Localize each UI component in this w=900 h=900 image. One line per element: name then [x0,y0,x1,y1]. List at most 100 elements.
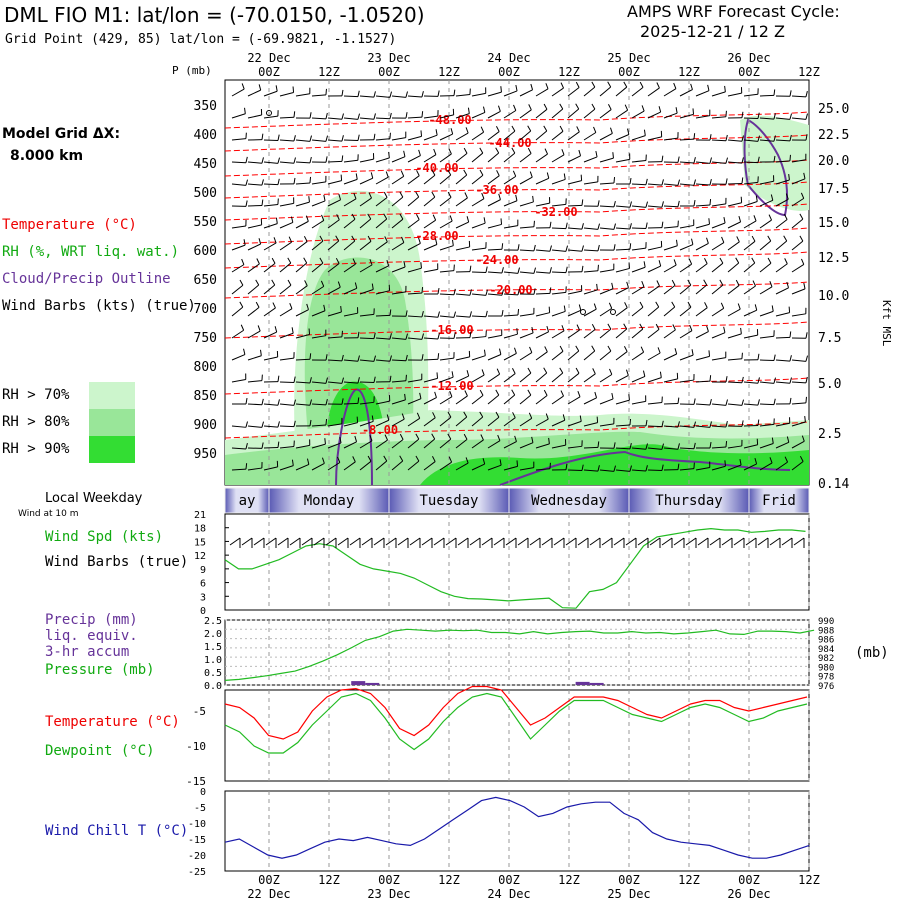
wind-barb [519,147,532,163]
wind-barb [375,284,391,295]
wind-barb [279,327,294,339]
wind-barb [311,438,326,449]
wind-barb [471,87,487,97]
wind-barb [391,236,405,251]
windchill-tick: -25 [188,867,206,878]
wind-barb [295,280,308,295]
wind-barb [567,440,583,449]
wind-barb [327,436,342,449]
wind-barb [247,133,264,141]
wind-barb [631,105,645,119]
wind-barb [439,433,452,449]
wind-barb [503,368,516,383]
wind-barb [695,350,711,361]
wind-barb [439,239,454,251]
wind-barb [695,375,712,383]
wind-barb [471,192,485,207]
wind-barb [615,81,628,97]
wind-barb [343,416,359,427]
wind-barb [327,113,344,120]
wind-barb [263,326,278,339]
wind-barb [743,257,756,273]
wind-barb [519,389,532,405]
wind-barb [743,280,756,295]
surface-wind-barb [241,537,253,546]
weekday-label: Frid [762,493,796,509]
wind-barb [551,266,568,274]
wind-barb [487,368,501,383]
cycle-label: AMPS WRF Forecast Cycle: [627,2,840,21]
wind-barb [727,352,743,361]
wind-barb [695,237,709,251]
bottom-time-label: 12Z [798,873,820,887]
wind-barb [407,91,424,98]
wind-barb [263,441,280,449]
weekday-cell [748,487,810,514]
wind-barb [615,153,631,163]
wind-barb [519,195,534,207]
wind-barb [535,245,552,252]
wind-barb [263,134,280,141]
wind-barb [503,412,516,427]
legend-pressure: Pressure (mb) [45,662,155,678]
windchill-tick: 0 [200,787,206,798]
wind-barb [407,111,424,119]
wind-barb [487,309,504,317]
pressure-tick: 850 [194,389,217,404]
wind-barb [231,83,245,97]
wind-barb [583,283,598,295]
wind-barb [679,199,696,207]
wind-barb [311,418,328,427]
wind-barb [535,221,552,229]
wind-barb [631,261,646,273]
wind-barb [231,200,248,207]
temp-dewpoint-panel [224,689,810,782]
wind-barb [359,283,374,295]
wind-barb [407,130,423,141]
weekday-label: ay [239,493,256,509]
wind-barb [599,282,614,295]
wind-barb [359,91,376,98]
calm-circle [580,309,586,315]
wind-barb [247,349,262,361]
wind-barb [327,330,343,339]
wind-barb [375,91,393,98]
wind-barb [743,399,760,406]
wind-barb [503,84,518,97]
wind-barb [359,113,376,120]
wind-barb [471,434,484,449]
wind-barb [711,351,727,361]
surface-wind-barb [265,537,277,546]
wind-barb [535,83,549,97]
wind-barb [327,417,343,427]
wind-barb [711,217,726,229]
wind-barb [391,354,408,362]
wind-barb [711,421,728,428]
wind-barb [615,302,628,317]
wind-barb [567,245,584,252]
wind-barb [791,192,805,207]
wind-barb [247,238,262,251]
wind-barb [487,218,503,229]
bottom-time-label: 12Z [438,873,460,887]
wind-barb [711,197,727,207]
wind-barb [615,128,630,141]
surface-wind-barb [649,537,661,546]
wind-barb [631,81,644,97]
wind-barb [583,126,597,141]
wind-barb [519,346,533,361]
wind-barb [247,325,261,339]
wind-barb [311,175,327,185]
wind-barb [439,352,455,361]
wind-barb [391,310,408,317]
bottom-time-label: 00Z [378,873,400,887]
top-time-label: 12Z [438,65,460,79]
wind-barb [647,443,665,450]
wind-barb [727,111,744,119]
wind-barb [375,213,388,229]
rh90-lowlayer [420,444,809,485]
wind-barb [647,221,664,229]
wind-barb [423,433,436,449]
windchill-panel [224,790,810,872]
wind-barb [631,301,644,317]
